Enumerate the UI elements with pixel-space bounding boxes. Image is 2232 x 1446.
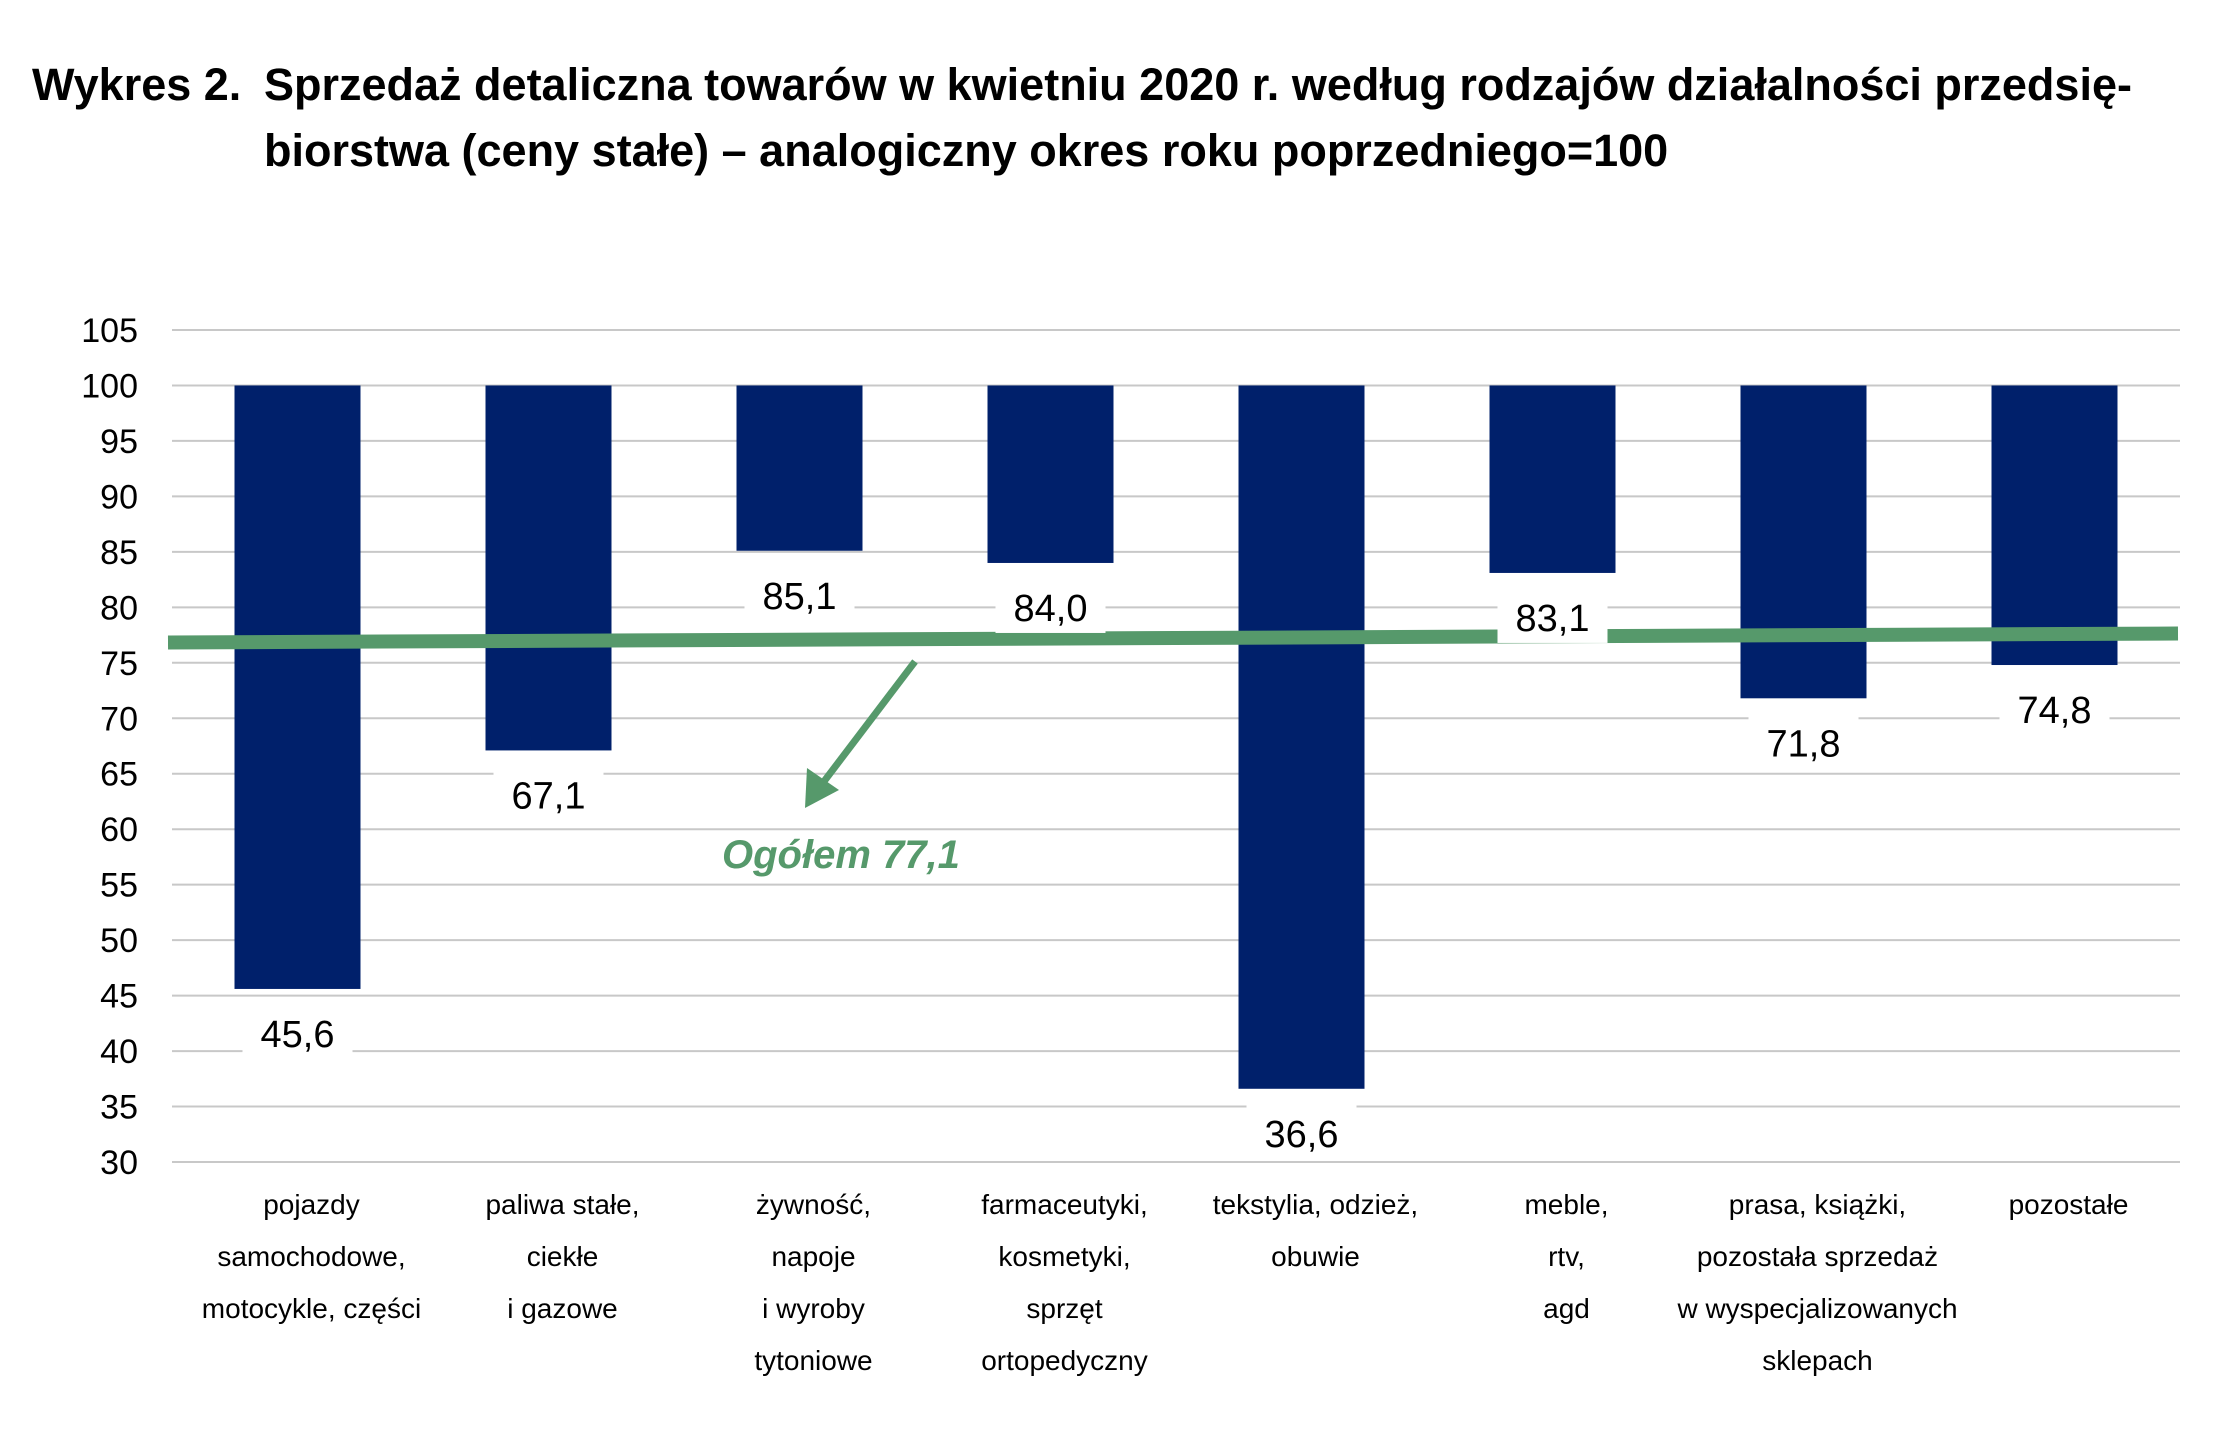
category-label: pozostałe (2009, 1189, 2129, 1220)
value-label: 71,8 (1767, 723, 1841, 765)
bar (234, 385, 361, 989)
value-label: 74,8 (2018, 690, 2092, 732)
category-label: napoje (771, 1241, 855, 1272)
overall-label: Ogółem 77,1 (722, 833, 960, 877)
bar (987, 385, 1114, 563)
category-label: pozostała sprzedaż (1697, 1241, 1938, 1272)
value-label-bg (744, 566, 855, 621)
y-tick-label: 30 (100, 1144, 138, 1182)
category-label: ortopedyczny (981, 1345, 1148, 1376)
bar (1991, 385, 2118, 666)
value-label: 83,1 (1516, 598, 1590, 640)
chart-title-text: Sprzedaż detaliczna towarów w kwietniu 2… (264, 59, 2132, 176)
y-tick-label: 80 (100, 589, 138, 627)
category-label: prasa, książki, (1729, 1189, 1906, 1220)
value-label-bg (1748, 714, 1859, 769)
value-label-bg (1246, 1104, 1357, 1159)
y-tick-label: 40 (100, 1033, 138, 1071)
value-label-bg (1999, 681, 2110, 736)
value-label-bg (493, 766, 604, 821)
y-tick-label: 45 (100, 978, 138, 1016)
category-label: samochodowe, (217, 1241, 405, 1272)
category-label: rtv, (1548, 1241, 1585, 1272)
overall-line (167, 626, 2179, 650)
value-label: 36,6 (1265, 1114, 1339, 1156)
bar (485, 385, 612, 751)
value-label: 85,1 (763, 576, 837, 618)
category-label: i gazowe (507, 1293, 618, 1324)
category-label: agd (1543, 1293, 1590, 1324)
y-tick-label: 75 (100, 645, 138, 683)
bar (736, 385, 863, 551)
value-label-bg (1497, 588, 1608, 643)
y-tick-label: 105 (81, 312, 138, 350)
category-label: żywność, (756, 1189, 871, 1220)
value-label: 67,1 (512, 775, 586, 817)
category-label: tekstylia, odzież, (1213, 1189, 1418, 1220)
category-label: motocykle, części (202, 1293, 421, 1324)
value-label: 45,6 (261, 1014, 335, 1056)
y-tick-label: 65 (100, 756, 138, 794)
y-tick-label: 95 (100, 423, 138, 461)
y-tick-label: 60 (100, 811, 138, 849)
category-label: sklepach (1762, 1345, 1873, 1376)
y-tick-label: 55 (100, 867, 138, 905)
y-tick-label: 100 (81, 367, 138, 405)
y-tick-label: 90 (100, 478, 138, 516)
overall-arrow-head (805, 768, 839, 808)
y-tick-label: 50 (100, 922, 138, 960)
category-label: tytoniowe (754, 1345, 872, 1376)
category-label: farmaceutyki, (981, 1189, 1148, 1220)
category-label: pojazdy (263, 1189, 360, 1220)
y-tick-label: 85 (100, 534, 138, 572)
category-label: w wyspecjalizowanych (1676, 1293, 1957, 1324)
category-label: kosmetyki, (998, 1241, 1130, 1272)
category-label: obuwie (1271, 1241, 1360, 1272)
y-tick-label: 70 (100, 700, 138, 738)
category-label: ciekłe (527, 1241, 599, 1272)
bar (1238, 385, 1365, 1089)
category-label: sprzęt (1026, 1293, 1102, 1324)
bar (1740, 385, 1867, 699)
category-label: paliwa stałe, (485, 1189, 639, 1220)
value-label-bg (995, 578, 1106, 633)
category-label: meble, (1524, 1189, 1608, 1220)
value-label: 84,0 (1014, 588, 1088, 630)
overall-arrow (816, 659, 918, 791)
category-label: i wyroby (762, 1293, 865, 1324)
value-label-bg (242, 1004, 353, 1059)
bar (1489, 385, 1616, 573)
y-tick-label: 35 (100, 1089, 138, 1127)
chart-title-prefix: Wykres 2. (32, 59, 242, 110)
